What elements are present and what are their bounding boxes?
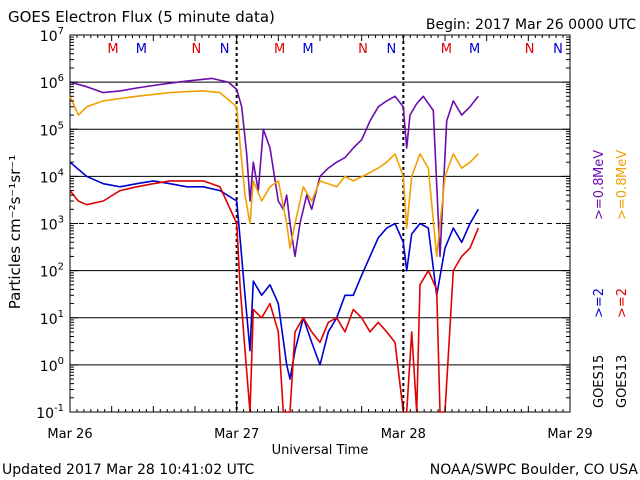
legend-goes15: GOES15 [592,355,607,408]
legend-goes15-ge2: >=2 [592,288,607,318]
legend: GOES15 GOES13 >=2 >=2 >=0.8 >=0.8 MeV Me… [592,150,630,408]
orbit-marker: N [525,42,535,57]
legend-unit-orange: MeV [615,150,630,178]
chart-title: GOES Electron Flux (5 minute data) [8,8,275,26]
x-axis-label: Universal Time [272,443,369,458]
axis-layer: 10-1 100 101 102 103 104 105 106 107 Mar 26 Mar 27… [36,26,592,442]
legend-unit-purple: MeV [592,150,607,178]
y-tick-label: 102 [40,262,64,281]
series-layer [69,77,480,413]
y-tick-label: 101 [40,309,64,328]
legend-goes13: GOES13 [615,355,630,408]
orbit-marker: N [220,42,230,57]
legend-goes13-ge2: >=2 [615,288,630,318]
legend-goes15-ge08: >=0.8 [592,178,607,220]
credit-label: NOAA/SWPC Boulder, CO USA [430,462,639,478]
orbit-marker: M [136,42,147,57]
series-line [69,180,480,413]
y-tick-label: 105 [40,120,64,139]
series-line [69,90,479,258]
x-tick-label: Mar 28 [381,427,426,442]
y-tick-label: 104 [40,167,64,186]
orbit-marker: M [469,42,480,57]
y-tick-label: 103 [40,215,64,234]
orbit-marker: N [553,42,563,57]
legend-goes13-ge08: >=0.8 [615,178,630,220]
grid-layer [70,35,570,412]
begin-label: Begin: 2017 Mar 26 0000 UTC [426,17,636,33]
series-line [69,161,479,380]
x-tick-label: Mar 29 [547,427,592,442]
orbit-marker: N [191,42,201,57]
series-line [69,77,479,258]
updated-label: Updated 2017 Mar 28 10:41:02 UTC [2,462,255,478]
x-tick-label: Mar 26 [47,427,92,442]
orbit-marker: M [302,42,313,57]
y-tick-label: 10-1 [36,403,64,422]
y-axis-label: Particles cm⁻²s⁻¹sr⁻¹ [6,155,24,309]
orbit-marker: M [274,42,285,57]
y-tick-label: 100 [40,356,64,375]
orbit-marker: N [358,42,368,57]
x-tick-label: Mar 27 [214,427,259,442]
orbit-marker: N [386,42,396,57]
y-tick-label: 107 [40,26,64,45]
orbit-marker: M [107,42,118,57]
orbit-marker: M [441,42,452,57]
y-tick-label: 106 [40,73,64,92]
